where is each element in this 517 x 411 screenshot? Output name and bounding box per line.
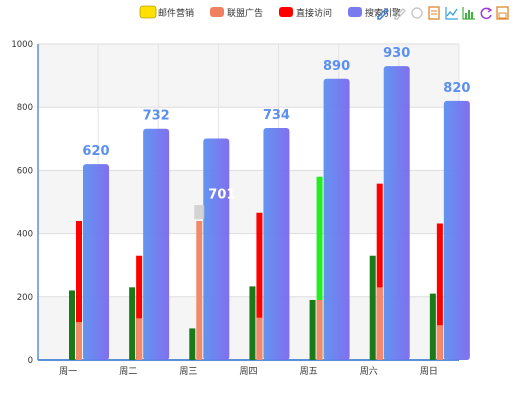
line-chart-icon[interactable] bbox=[445, 7, 458, 20]
legend-item-0[interactable]: 邮件营销 bbox=[139, 5, 194, 19]
x-tick-label: 周二 bbox=[119, 366, 137, 377]
data-label-search-engine: 701 bbox=[208, 187, 235, 202]
legend-label: 联盟广告 bbox=[227, 7, 263, 19]
x-tick-label: 周一 bbox=[59, 366, 77, 377]
save-slot bbox=[498, 12, 507, 19]
legend-swatch bbox=[348, 7, 362, 17]
bar-direct-visit[interactable] bbox=[136, 255, 143, 360]
data-view-icon[interactable] bbox=[428, 6, 440, 20]
bar-series bbox=[69, 66, 470, 361]
legend-label: 搜索引擎 bbox=[365, 7, 401, 19]
clear-shape bbox=[411, 7, 423, 19]
bar-affiliate-ads[interactable] bbox=[136, 318, 143, 360]
y-tick-label: 800 bbox=[17, 103, 33, 113]
bar-affiliate-ads[interactable] bbox=[316, 299, 323, 360]
toolbox bbox=[377, 6, 509, 20]
data-label-search-engine: 890 bbox=[323, 59, 350, 74]
bar-affiliate-ads[interactable] bbox=[376, 287, 383, 360]
data-label-search-engine: 732 bbox=[143, 109, 170, 124]
bar-email-marketing[interactable] bbox=[249, 286, 256, 360]
bar-direct-visit[interactable] bbox=[256, 212, 263, 360]
bar-direct-visit[interactable] bbox=[436, 223, 443, 360]
bar-email-marketing[interactable] bbox=[309, 299, 316, 360]
data-label-search-engine: 620 bbox=[82, 144, 109, 159]
bar-search-engine[interactable] bbox=[383, 66, 410, 361]
save-shape bbox=[496, 6, 509, 20]
x-tick-label: 周四 bbox=[239, 366, 257, 377]
bar-chart-icon[interactable] bbox=[462, 7, 475, 20]
x-tick-label: 周日 bbox=[420, 366, 438, 377]
bar-email-marketing[interactable] bbox=[69, 290, 75, 360]
bar-email-marketing[interactable] bbox=[369, 255, 376, 360]
legend-item-3[interactable]: 搜索引擎 bbox=[348, 7, 401, 19]
data-labels: 620 732 701 734 890 930 820 bbox=[82, 46, 470, 220]
legend-swatch bbox=[210, 7, 224, 17]
restore-arrow bbox=[487, 7, 493, 13]
bar-email-marketing[interactable] bbox=[129, 287, 136, 360]
bar-affiliate-ads[interactable] bbox=[436, 325, 443, 360]
save-image-icon[interactable] bbox=[496, 6, 509, 20]
legend-label: 邮件营销 bbox=[158, 7, 194, 19]
bar-search-engine[interactable] bbox=[443, 100, 470, 360]
legend-label: 直接访问 bbox=[296, 7, 332, 19]
bar-search-engine[interactable] bbox=[263, 128, 290, 360]
bar-direct-visit[interactable] bbox=[376, 183, 383, 360]
data-label-search-engine: 930 bbox=[383, 46, 410, 61]
axis-shape bbox=[445, 7, 458, 20]
y-tick-label: 0 bbox=[28, 356, 33, 366]
y-tick-label: 200 bbox=[17, 293, 33, 303]
bar-email-marketing[interactable] bbox=[189, 328, 196, 360]
bar-search-engine[interactable] bbox=[323, 78, 350, 360]
x-axis: 周一 周二 周三 周四 周五 周六 周日 bbox=[38, 359, 459, 377]
y-axis: 0 200 400 600 800 1000 bbox=[11, 40, 39, 366]
legend-item-2[interactable]: 直接访问 bbox=[279, 7, 332, 19]
x-tick-label: 周五 bbox=[300, 366, 318, 377]
y-tick-label: 600 bbox=[17, 166, 33, 176]
bar-shape bbox=[471, 12, 473, 19]
x-tick-label: 周六 bbox=[360, 365, 378, 377]
bar-affiliate-ads[interactable] bbox=[196, 220, 203, 360]
legend: 邮件营销 联盟广告 直接访问 搜索引擎 bbox=[139, 5, 401, 19]
mark-undo-icon[interactable] bbox=[394, 8, 406, 20]
data-label-search-engine: 820 bbox=[443, 81, 470, 96]
bar-search-engine[interactable] bbox=[143, 128, 170, 360]
restore-icon[interactable] bbox=[480, 7, 493, 20]
bar-email-marketing[interactable] bbox=[429, 293, 436, 360]
legend-item-1[interactable]: 联盟广告 bbox=[210, 7, 263, 19]
bar-search-engine[interactable] bbox=[203, 138, 230, 360]
restore-arc bbox=[480, 7, 492, 20]
legend-swatch bbox=[279, 7, 293, 17]
tooltip-marker bbox=[194, 205, 205, 220]
bar-direct-visit[interactable] bbox=[316, 176, 323, 360]
y-tick-label: 400 bbox=[17, 230, 33, 240]
mark-clear-icon[interactable] bbox=[411, 7, 423, 19]
bar-affiliate-ads[interactable] bbox=[76, 322, 82, 360]
bar-shape bbox=[468, 10, 470, 19]
data-label-search-engine: 734 bbox=[263, 108, 290, 123]
line-shape bbox=[446, 8, 458, 17]
pencil-shape bbox=[377, 8, 389, 20]
mark-icon[interactable] bbox=[377, 8, 389, 20]
legend-swatch bbox=[143, 8, 153, 16]
bar-affiliate-ads[interactable] bbox=[256, 317, 263, 360]
bar-direct-visit[interactable] bbox=[76, 220, 82, 360]
pencil-shape bbox=[394, 8, 406, 20]
doc-shape bbox=[428, 6, 440, 20]
bar-search-engine[interactable] bbox=[83, 164, 109, 360]
y-tick-label: 1000 bbox=[11, 40, 33, 50]
x-tick-label: 周三 bbox=[179, 366, 197, 377]
bar-shape bbox=[465, 13, 467, 19]
